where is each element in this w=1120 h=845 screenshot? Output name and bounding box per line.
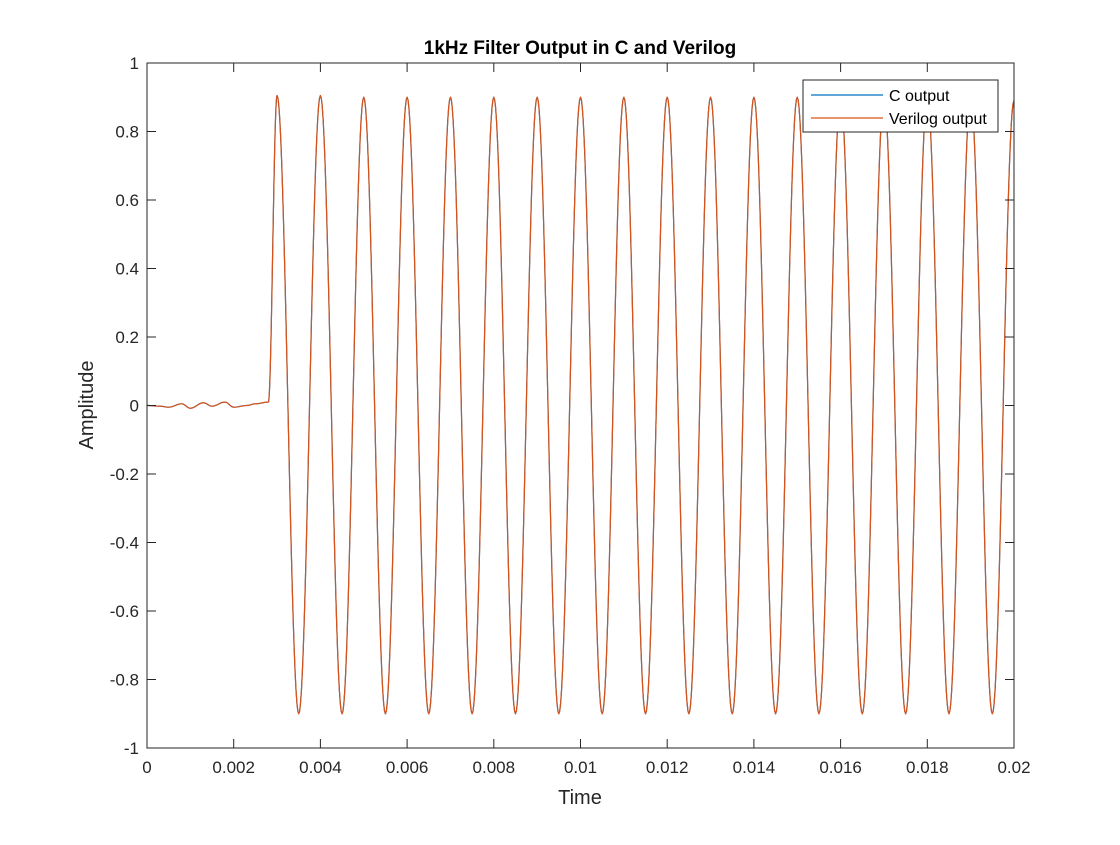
x-tick-label: 0.012 (646, 758, 689, 777)
y-tick-label: -1 (124, 739, 139, 758)
legend-label-c-output: C output (889, 88, 950, 105)
legend: C output Verilog output (802, 79, 999, 133)
series-layer (147, 94, 1014, 715)
x-tick-label: 0.006 (386, 758, 429, 777)
x-tick-label: 0.016 (819, 758, 862, 777)
plot-area-box (146, 62, 1015, 749)
x-axis-label: Time (558, 787, 602, 809)
y-tick-label: 0.2 (115, 328, 139, 347)
legend-box (802, 79, 999, 133)
y-tick-label: 0.4 (115, 260, 139, 279)
chart-title: 1kHz Filter Output in C and Verilog (424, 38, 736, 59)
y-tick-label: 0 (130, 397, 139, 416)
y-tick-label: 0.8 (115, 123, 139, 142)
y-tick-label: -0.6 (110, 602, 139, 621)
x-tick-label: 0.002 (212, 758, 255, 777)
x-tick-label: 0.008 (473, 758, 516, 777)
y-tick-label: -0.2 (110, 465, 139, 484)
y-tick-label: 1 (130, 54, 139, 73)
x-tick-label: 0.004 (299, 758, 342, 777)
y-tick-label: -0.8 (110, 671, 139, 690)
x-tick-label: 0.02 (997, 758, 1030, 777)
legend-label-verilog-output: Verilog output (889, 111, 987, 128)
x-tick-labels: 0 0.002 0.004 0.006 0.008 0.01 0.012 0.014 0.016… (142, 758, 1030, 777)
y-axis-label: Amplitude (76, 361, 98, 450)
series-line-verilog-output (147, 94, 1014, 715)
plot-area-background (147, 63, 1014, 748)
x-tick-label: 0.01 (564, 758, 597, 777)
y-tick-label: 0.6 (115, 191, 139, 210)
y-tick-label: -0.4 (110, 534, 139, 553)
x-tick-label: 0.014 (733, 758, 776, 777)
y-tick-labels: -1 -0.8 -0.6 -0.4 -0.2 0 0.2 0.4 0.6 0.8 1 (110, 54, 139, 758)
x-tick-label: 0.018 (906, 758, 949, 777)
x-tick-label: 0 (142, 758, 151, 777)
